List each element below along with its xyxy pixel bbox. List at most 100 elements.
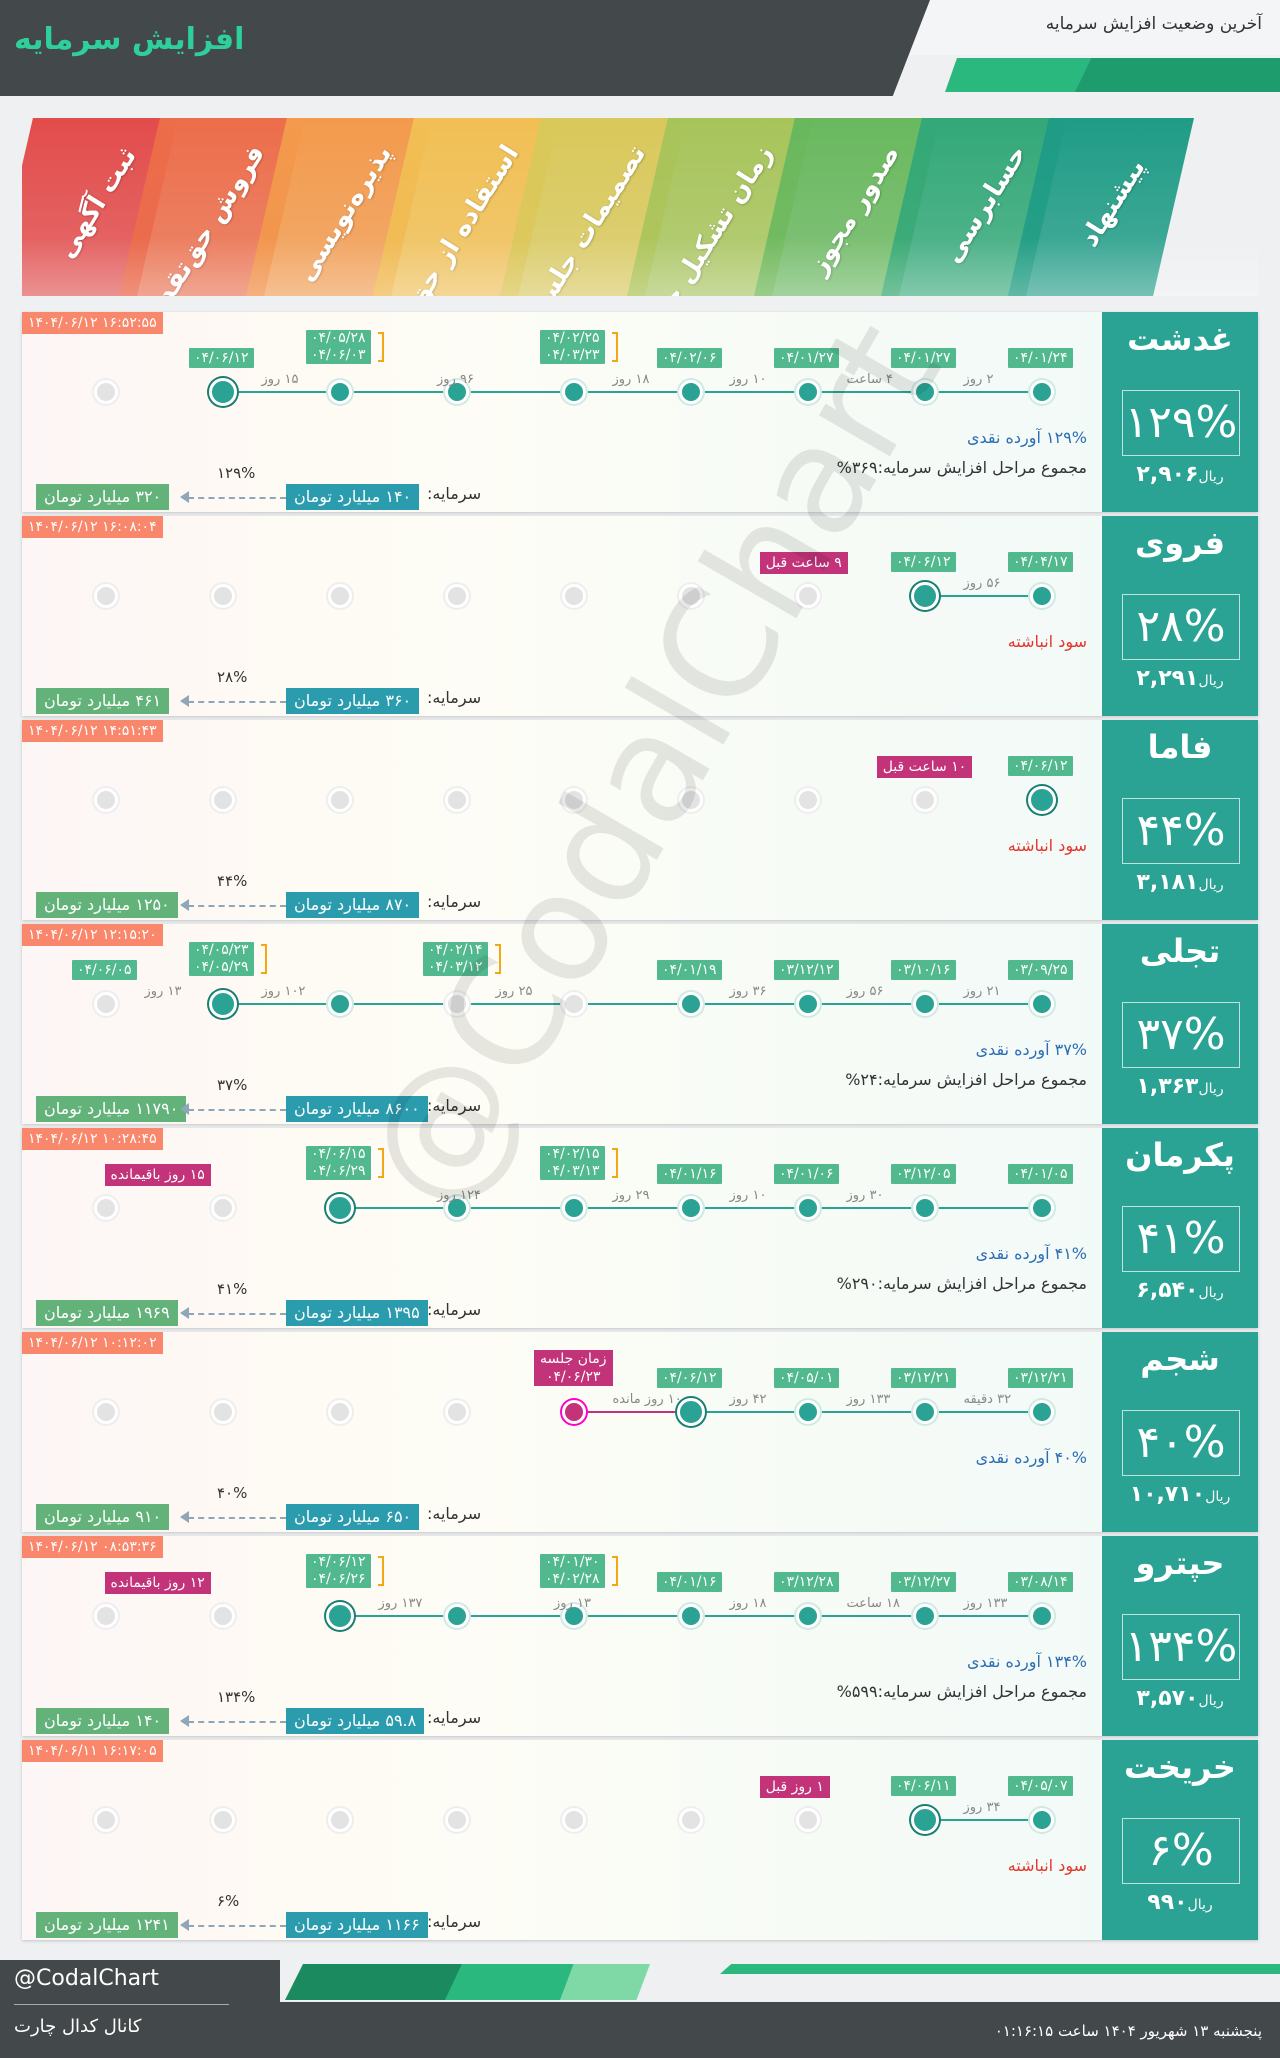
timeline-node (1030, 1808, 1054, 1832)
date-range-bracket (612, 1148, 618, 1178)
date-label: ۰۳/۱۲/۲۸ (774, 1572, 839, 1592)
company-row: فروی ۲۸% ریال۲,۲۹۱ ۱۴۰۴/۰۶/۱۲ ۱۶:۰۸:۰۴ ۰۴/۰۴… (22, 516, 1258, 716)
timeline-node (211, 584, 235, 608)
timeline-line (925, 1819, 1042, 1821)
gap-label: ۱۸ روز (612, 372, 650, 387)
date-to: ۰۴/۰۳/۱۲ (428, 959, 483, 975)
status-tag: ۱۰ ساعت قبل (876, 756, 973, 778)
price-unit: ریال (1198, 1285, 1224, 1301)
date-range-bracket (612, 1556, 618, 1586)
timeline-node (328, 788, 352, 812)
timeline-node (679, 584, 703, 608)
update-timestamp: ۱۴۰۴/۰۶/۱۲ ۱۰:۱۲:۰۲ (22, 1332, 163, 1354)
row-background (22, 1740, 1102, 1940)
date-label: ۰۴/۰۱/۰۶ (774, 1164, 839, 1184)
company-name: خریخت (1124, 1748, 1236, 1786)
date-range-bracket (261, 944, 267, 974)
timeline-node (328, 992, 352, 1016)
company-panel: فاما ۴۴% ریال۳,۱۸۱ (1102, 720, 1258, 920)
timeline-node (913, 788, 937, 812)
date-label: ۰۴/۰۱/۲۴ (1008, 348, 1073, 368)
footer-channel: کانال کدال چارت (14, 2016, 142, 2037)
company-panel: حپترو ۱۳۴% ریال۳,۵۷۰ (1102, 1536, 1258, 1736)
capital-previous: ۵۹.۸ میلیارد تومان (286, 1708, 425, 1734)
date-label: ۰۴/۰۱/۰۵ (1008, 1164, 1073, 1184)
date-to: ۰۴/۰۶/۲۶ (311, 1571, 366, 1587)
footer-stripe-1 (285, 1964, 465, 2000)
timeline-node (94, 1604, 118, 1628)
price-value: ۶,۵۴۰ (1136, 1278, 1199, 1303)
date-label: ۰۳/۱۰/۱۶ (891, 960, 956, 980)
share-price: ریال۲,۲۹۱ (1102, 666, 1258, 691)
footer-bar (0, 2002, 1280, 2058)
company-row: حپترو ۱۳۴% ریال۳,۵۷۰ ۱۴۰۴/۰۶/۱۲ ۰۸:۵۳:۳۶ ۰۳/… (22, 1536, 1258, 1736)
timeline-line (223, 391, 1042, 393)
price-value: ۲,۹۰۶ (1136, 462, 1199, 487)
gap-label: ۱۳ روز (554, 1596, 591, 1611)
price-unit: ریال (1187, 1897, 1213, 1913)
funding-source: ۱۲۹% آورده نقدی (966, 428, 1087, 447)
timeline-node (679, 992, 703, 1016)
company-name: پکرمان (1125, 1136, 1235, 1174)
timeline-node (94, 1196, 118, 1220)
timeline-node (445, 788, 469, 812)
timeline-node (328, 380, 352, 404)
timeline-node (94, 788, 118, 812)
timeline-node (445, 584, 469, 608)
date-range-label: ۰۴/۰۶/۱۲ ۰۴/۰۶/۲۶ (306, 1554, 371, 1588)
increase-percent: ۳۷% (1122, 1002, 1240, 1068)
capital-label: سرمایه: (427, 892, 482, 911)
footer-handle: @CodalChart (14, 1966, 159, 1991)
date-label: ۰۴/۰۶/۱۲ (657, 1368, 722, 1388)
update-timestamp: ۱۴۰۴/۰۶/۱۱ ۱۶:۱۷:۰۵ (22, 1740, 163, 1762)
gap-label: ۱۰ روز (729, 372, 767, 387)
capital-previous: ۱۳۹۵ میلیارد تومان (286, 1300, 428, 1326)
timeline-line (925, 595, 1042, 597)
gap-label: ۱۰ روز (729, 1188, 767, 1203)
company-panel: تجلی ۳۷% ریال۱,۳۶۳ (1102, 924, 1258, 1124)
date-label: ۰۴/۰۶/۱۱ (891, 1776, 956, 1796)
row-background (22, 720, 1102, 920)
company-name: شجم (1140, 1340, 1220, 1378)
page-title: افزایش سرمایه (14, 22, 245, 57)
arrowhead-cur (180, 899, 189, 911)
date-to: ۰۴/۰۳/۱۳ (545, 1163, 600, 1179)
price-value: ۱,۳۶۳ (1136, 1074, 1199, 1099)
timeline-node (913, 1604, 937, 1628)
header-dark-band (0, 0, 930, 96)
timeline-current-node (911, 1806, 939, 1834)
date-label: ۰۳/۱۲/۲۷ (891, 1572, 956, 1592)
percent-current: ۲۸% (217, 668, 248, 686)
arrow-cur (188, 1313, 286, 1315)
capital-new: ۱۴۰ میلیارد تومان (36, 1708, 170, 1734)
gap-label: ۳۲ دقیقه (963, 1392, 1012, 1407)
total-increase: مجموع مراحل افزایش سرمایه:۵۹۹% (836, 1682, 1087, 1701)
timeline-node (679, 380, 703, 404)
capital-label: سرمایه: (427, 1300, 482, 1319)
header-green-stripe-1 (945, 58, 1095, 92)
funding-source: ۴۱% آورده نقدی (975, 1244, 1087, 1263)
percent-current: ۴۴% (217, 872, 248, 890)
timeline-current-node (209, 990, 237, 1018)
gap-label: ۵۶ روز (846, 984, 884, 999)
update-timestamp: ۱۴۰۴/۰۶/۱۲ ۰۸:۵۳:۳۶ (22, 1536, 163, 1558)
arrowhead-cur (180, 491, 189, 503)
arrow-cur (188, 1517, 286, 1519)
percent-current: ۳۷% (217, 1076, 248, 1094)
timeline-current-node (209, 378, 237, 406)
date-label: ۰۳/۱۲/۲۱ (1008, 1368, 1073, 1388)
percent-current: ۱۲۹% (217, 464, 256, 482)
gap-label: ۵۶ روز (963, 576, 1001, 591)
timeline-node (913, 1400, 937, 1424)
company-name: فروی (1134, 524, 1226, 562)
arrowhead-cur (180, 1715, 189, 1727)
capital-label: سرمایه: (427, 688, 482, 707)
timeline-node (445, 1400, 469, 1424)
timeline-node (1030, 584, 1054, 608)
company-name: حپترو (1135, 1544, 1225, 1582)
company-panel: شجم ۴۰% ریال۱۰,۷۱۰ (1102, 1332, 1258, 1532)
gap-label: ۱۰ روز مانده (612, 1392, 682, 1407)
date-label: ۰۳/۱۲/۰۵ (891, 1164, 956, 1184)
gap-label: ۳۶ روز (729, 984, 767, 999)
date-range-label: ۰۴/۰۶/۱۵ ۰۴/۰۶/۲۹ (306, 1146, 371, 1180)
